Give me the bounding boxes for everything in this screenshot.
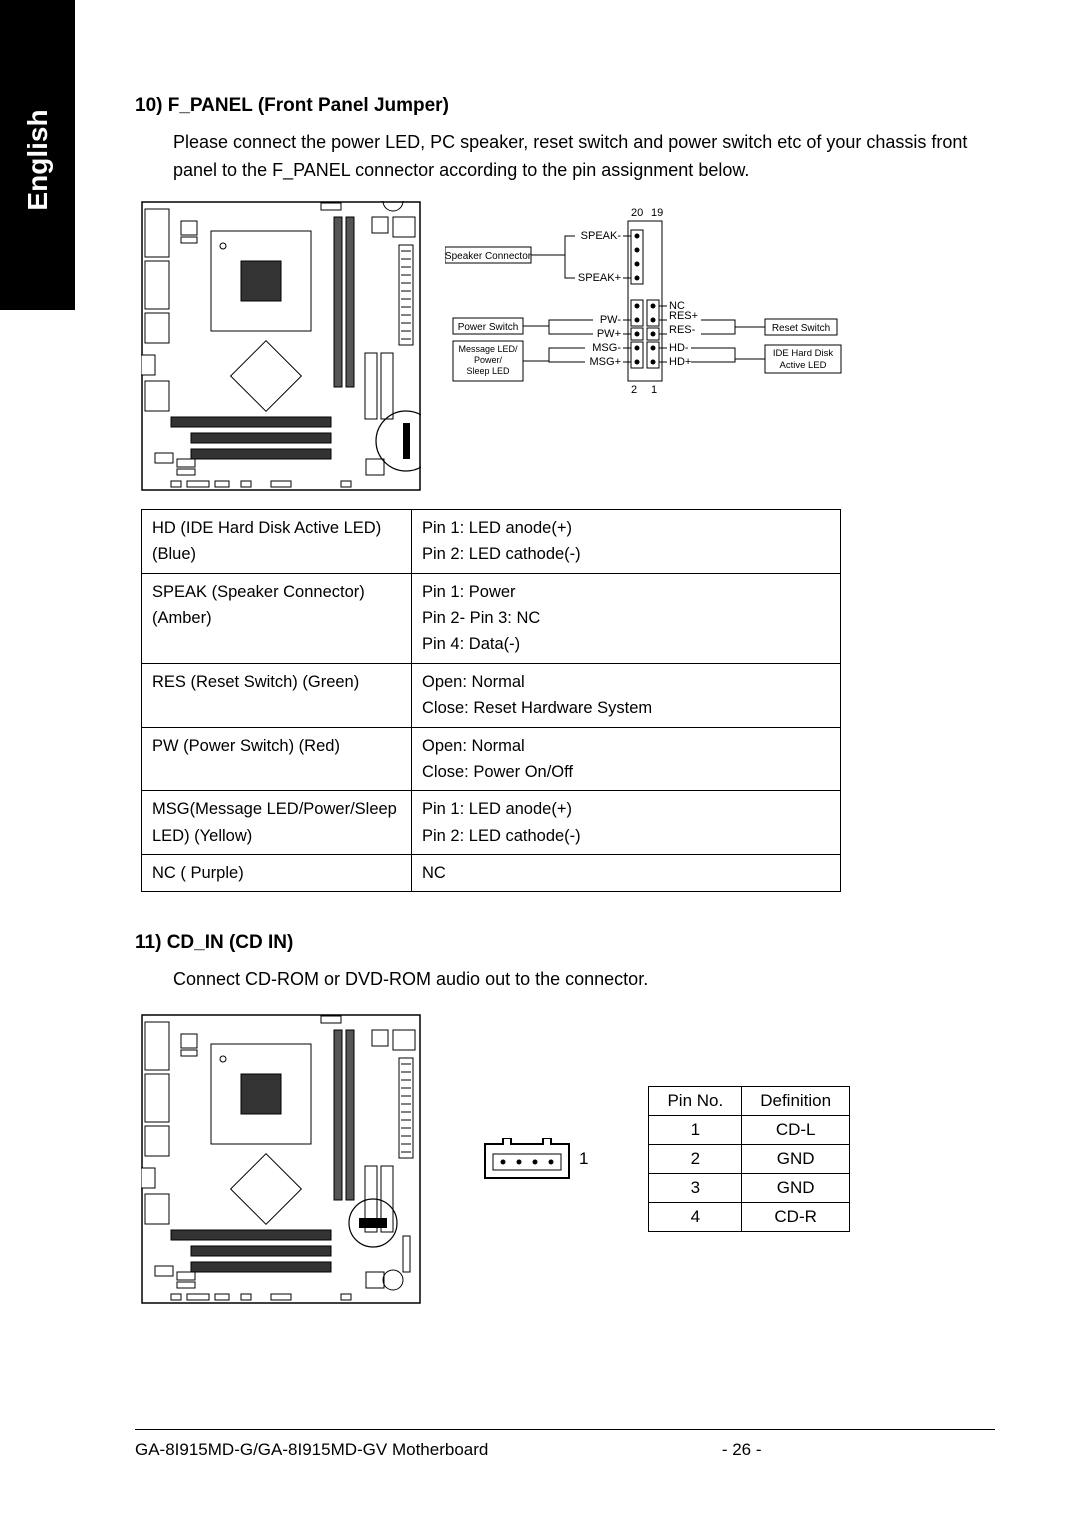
svg-text:Message LED/: Message LED/ <box>458 344 518 354</box>
fpanel-pinout-diagram: 20 19 2 1 SPEAK- SPEAK+ PW- PW+ MSG- MSG… <box>445 201 855 401</box>
cell: NC <box>412 855 841 892</box>
svg-text:HD-: HD- <box>669 342 689 354</box>
motherboard-schematic <box>141 201 421 491</box>
svg-text:Sleep LED: Sleep LED <box>466 366 510 376</box>
svg-text:20: 20 <box>631 207 643 219</box>
svg-text:Active LED: Active LED <box>780 360 827 371</box>
cell: Open: Normal Close: Power On/Off <box>412 727 841 791</box>
cdin-connector-icon <box>481 1138 573 1180</box>
section11-title: 11) CD_IN (CD IN) <box>135 932 995 954</box>
table-row: RES (Reset Switch) (Green)Open: Normal C… <box>142 663 841 727</box>
table-row: 3GND <box>649 1174 850 1203</box>
table-row: MSG(Message LED/Power/Sleep LED) (Yellow… <box>142 791 841 855</box>
language-label: English <box>22 109 54 210</box>
cdin-diagram-row: 1 Pin No.Definition 1CD-L 2GND 3GND 4CD-… <box>141 1014 995 1304</box>
section10-para: Please connect the power LED, PC speaker… <box>173 129 995 185</box>
svg-text:MSG+: MSG+ <box>590 356 621 368</box>
table-row: HD (IDE Hard Disk Active LED) (Blue)Pin … <box>142 509 841 573</box>
fpanel-pin-table: HD (IDE Hard Disk Active LED) (Blue)Pin … <box>141 509 841 893</box>
cell: Pin 1: Power Pin 2- Pin 3: NC Pin 4: Dat… <box>412 573 841 663</box>
svg-text:RES-: RES- <box>669 324 696 336</box>
table-row: 2GND <box>649 1145 850 1174</box>
section11-para: Connect CD-ROM or DVD-ROM audio out to t… <box>173 966 995 994</box>
svg-text:PW+: PW+ <box>597 328 621 340</box>
svg-text:2: 2 <box>631 384 637 396</box>
svg-text:SPEAK+: SPEAK+ <box>578 272 621 284</box>
svg-text:Speaker Connector: Speaker Connector <box>445 251 532 262</box>
svg-text:HD+: HD+ <box>669 356 691 368</box>
svg-text:19: 19 <box>651 207 663 219</box>
table-row: SPEAK (Speaker Connector) (Amber)Pin 1: … <box>142 573 841 663</box>
page-content: 10) F_PANEL (Front Panel Jumper) Please … <box>135 95 995 1304</box>
table-row: 1CD-L <box>649 1116 850 1145</box>
page-footer: GA-8I915MD-G/GA-8I915MD-GV Motherboard -… <box>135 1429 995 1460</box>
cell: Open: Normal Close: Reset Hardware Syste… <box>412 663 841 727</box>
language-tab: English <box>0 0 75 310</box>
table-row: 4CD-R <box>649 1203 850 1232</box>
cell: Pin 1: LED anode(+) Pin 2: LED cathode(-… <box>412 509 841 573</box>
table-row: PW (Power Switch) (Red)Open: Normal Clos… <box>142 727 841 791</box>
cell: Pin 1: LED anode(+) Pin 2: LED cathode(-… <box>412 791 841 855</box>
svg-text:Reset Switch: Reset Switch <box>772 323 830 334</box>
svg-text:IDE Hard Disk: IDE Hard Disk <box>773 348 833 359</box>
svg-text:RES+: RES+ <box>669 310 698 322</box>
cdin-pin-table: Pin No.Definition 1CD-L 2GND 3GND 4CD-R <box>648 1086 850 1232</box>
svg-text:Power Switch: Power Switch <box>458 322 519 333</box>
fpanel-diagram-row: 20 19 2 1 SPEAK- SPEAK+ PW- PW+ MSG- MSG… <box>141 201 995 491</box>
footer-model: GA-8I915MD-G/GA-8I915MD-GV Motherboard <box>135 1440 488 1460</box>
svg-text:SPEAK-: SPEAK- <box>581 230 622 242</box>
svg-text:1: 1 <box>651 384 657 396</box>
svg-text:PW-: PW- <box>600 314 622 326</box>
table-row: NC ( Purple)NC <box>142 855 841 892</box>
svg-text:Power/: Power/ <box>474 355 503 365</box>
footer-page: - 26 - <box>722 1440 762 1459</box>
motherboard-schematic-2 <box>141 1014 421 1304</box>
section10-title: 10) F_PANEL (Front Panel Jumper) <box>135 95 995 117</box>
cdin-pin1-label: 1 <box>579 1149 588 1169</box>
svg-text:MSG-: MSG- <box>592 342 621 354</box>
